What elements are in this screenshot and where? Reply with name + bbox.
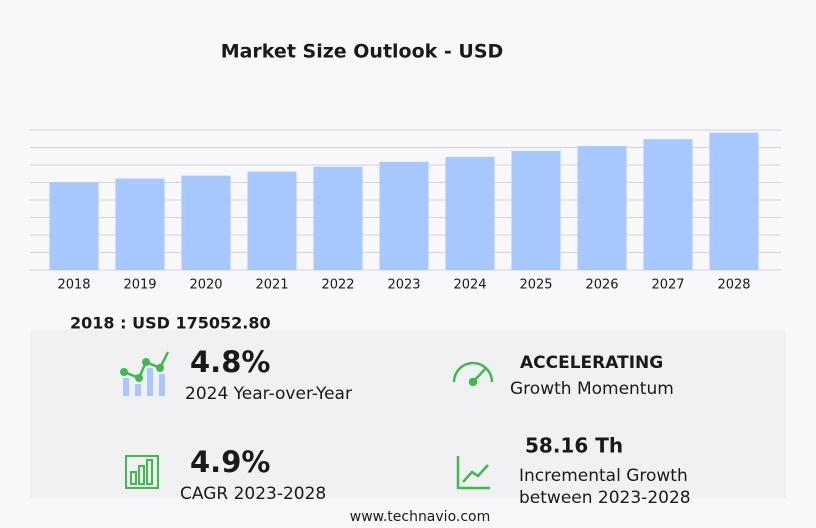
plot: 2018 2019 2020 2021 2022 2023 2024 2025 2026 2027… [30,129,781,293]
highlight-value: ACCELERATING [520,353,663,373]
x-tick-label: 2025 [519,278,552,293]
x-tick-label: 2021 [255,278,288,293]
highlight-label: CAGR 2023-2028 [180,484,326,504]
highlight-label: between 2023-2028 [519,488,691,508]
highlight-label: Growth Momentum [510,379,674,399]
momentum-icon [452,361,494,387]
x-tick-label: 2020 [189,278,222,293]
highlight-value: 4.8% [190,345,270,379]
highlight-label: Incremental Growth [519,466,688,486]
cagr-icon [125,455,159,489]
incremental-icon [456,456,490,490]
x-tick-label: 2026 [585,278,618,293]
yoy-icon [120,351,170,396]
bar [379,161,429,270]
bar [511,151,561,270]
bar [313,166,363,270]
bar [643,139,693,270]
base-year: 2018 : USD 175052.80 [70,314,271,333]
bar [49,182,99,270]
x-tick-label: 2022 [321,278,354,293]
highlight-value: 58.16 Th [525,434,623,458]
bar [577,146,627,270]
bar [181,175,231,270]
x-tick-label: 2024 [453,278,486,293]
bar [445,156,495,270]
x-tick-label: 2027 [651,278,684,293]
info-panel [30,330,786,498]
footer: www.technavio.com [350,509,491,525]
chart-title: Market Size Outlook - USD [221,41,504,63]
x-tick-label: 2028 [717,278,750,293]
bar [115,178,165,270]
bar [709,132,759,270]
x-tick-label: 2023 [387,278,420,293]
highlight-value: 4.9% [190,445,270,479]
bar [247,171,297,270]
x-tick-label: 2018 [57,278,90,293]
x-tick-label: 2019 [123,278,156,293]
highlight-label: 2024 Year-over-Year [185,384,352,404]
